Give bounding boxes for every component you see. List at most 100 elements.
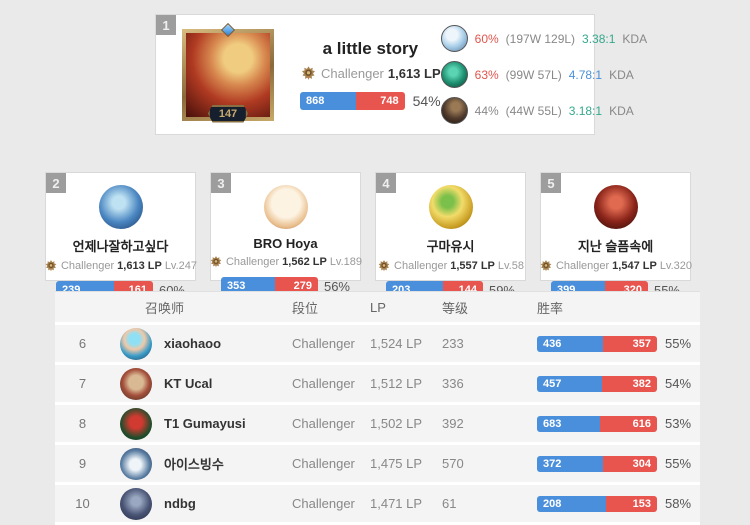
- rank-badge: 2: [46, 173, 66, 193]
- lp-value: 1,562 LP: [282, 256, 327, 268]
- level-label: Lv.58: [497, 260, 524, 272]
- champion-icon: [440, 97, 468, 124]
- champion-record: (99W 57L): [505, 67, 562, 82]
- row-level: 570: [442, 456, 464, 471]
- player-card[interactable]: 2 언제나잘하고싶다 Challenger 1,613 LP Lv.247 23…: [45, 172, 198, 299]
- champion-kda: 3.18:1: [568, 103, 603, 118]
- champion-stat-row[interactable]: 60% (197W 129L) 3.38:1 KDA: [440, 25, 648, 52]
- summoner-avatar: [120, 447, 152, 480]
- table-row[interactable]: 10 ndbg Challenger 1,471 LP 61 208 153 5…: [55, 485, 700, 522]
- lp-value: 1,547 LP: [612, 260, 657, 272]
- losses-segment: 304: [603, 455, 657, 472]
- player-name[interactable]: 구마유시: [426, 239, 475, 254]
- player-card[interactable]: 5 지난 슬픔속에 Challenger 1,547 LP Lv.320 399…: [539, 172, 692, 299]
- summoner-avatar: [593, 185, 638, 229]
- summoner-avatar: [428, 185, 473, 229]
- tier-line: Challenger 1,547 LP Lv.320: [539, 259, 692, 273]
- tier-label: Challenger: [555, 260, 610, 272]
- summoner-avatar: [263, 185, 308, 229]
- level-label: Lv.189: [329, 256, 363, 268]
- winrate-percent: 58%: [665, 496, 692, 511]
- table-row[interactable]: 7 KT Ucal Challenger 1,512 LP 336 457 38…: [55, 365, 700, 402]
- kda-label: KDA: [622, 31, 648, 46]
- summoner-avatar: [120, 407, 152, 440]
- row-lp: 1,524 LP: [370, 336, 423, 351]
- winrate-percent: 53%: [665, 416, 692, 431]
- row-tier: Challenger: [292, 376, 355, 391]
- header-level: 等级: [442, 300, 469, 316]
- champion-kda: 3.38:1: [582, 31, 616, 46]
- player-name[interactable]: 언제나잘하고싶다: [72, 239, 169, 254]
- avatar-art: [186, 32, 270, 117]
- row-level: 61: [442, 496, 457, 511]
- row-lp: 1,512 LP: [370, 376, 423, 391]
- winloss-bar: 436 357: [537, 335, 657, 352]
- player-name[interactable]: a little story: [322, 39, 419, 58]
- summoner-level-badge: 147: [207, 104, 249, 123]
- kda-label: KDA: [609, 67, 634, 82]
- header-summoner: 召唤师: [145, 300, 185, 316]
- player-name[interactable]: xiaohaoo: [164, 336, 222, 351]
- challenger-crest-icon: [209, 255, 223, 269]
- champion-icon: [440, 61, 468, 88]
- row-rank: 9: [78, 456, 87, 471]
- table-row[interactable]: 6 xiaohaoo Challenger 1,524 LP 233 436 3…: [55, 325, 700, 362]
- losses-segment: 616: [600, 415, 657, 432]
- wins-segment: 353: [221, 277, 276, 295]
- champion-winrate: 63%: [474, 67, 499, 82]
- champion-icon: [440, 25, 468, 52]
- winloss-bar: 683 616: [537, 415, 657, 432]
- rank-badge: 3: [211, 173, 231, 193]
- header-lp: LP: [370, 299, 386, 315]
- lp-value: 1,613 LP: [387, 66, 441, 81]
- row-level: 336: [442, 376, 464, 391]
- kda-label: KDA: [609, 103, 634, 118]
- summoner-avatar: [98, 185, 143, 229]
- row-lp: 1,471 LP: [370, 496, 423, 511]
- row-tier: Challenger: [292, 496, 355, 511]
- player-card[interactable]: 4 구마유시 Challenger 1,557 LP Lv.58 203 144…: [375, 172, 526, 299]
- champion-winrate: 44%: [474, 103, 499, 118]
- wins-segment: 208: [537, 495, 607, 512]
- player-card[interactable]: 3 BRO Hoya Challenger 1,562 LP Lv.189 35…: [209, 172, 363, 295]
- winloss-bar: 372 304: [537, 455, 657, 472]
- losses-segment: 357: [603, 335, 657, 352]
- champion-record: (197W 129L): [505, 31, 576, 46]
- challenger-crest-icon: [539, 259, 553, 273]
- losses-segment: 382: [602, 375, 657, 392]
- challenger-crest-icon: [300, 65, 317, 82]
- row-tier: Challenger: [292, 336, 355, 351]
- winrate-percent: 54%: [412, 93, 441, 109]
- table-row[interactable]: 8 T1 Gumayusi Challenger 1,502 LP 392 68…: [55, 405, 700, 442]
- lp-value: 1,613 LP: [117, 260, 162, 272]
- winrate-percent: 56%: [323, 278, 350, 294]
- top-player-card[interactable]: 1 147 a little story Challenger 1,613 LP…: [155, 14, 647, 135]
- row-rank: 8: [78, 416, 87, 431]
- row-tier: Challenger: [292, 456, 355, 471]
- losses-segment: 153: [606, 495, 657, 512]
- player-name[interactable]: ndbg: [164, 496, 196, 511]
- header-winrate: 胜率: [537, 300, 564, 316]
- row-level: 233: [442, 336, 464, 351]
- row-rank: 7: [78, 376, 87, 391]
- rank-badge: 1: [156, 15, 176, 35]
- table-row[interactable]: 9 아이스빙수 Challenger 1,475 LP 570 372 304 …: [55, 445, 700, 482]
- player-name[interactable]: BRO Hoya: [253, 236, 318, 251]
- player-name[interactable]: 지난 슬픔속에: [577, 239, 654, 254]
- tier-line: Challenger 1,613 LP Lv.247: [46, 259, 198, 273]
- winrate-percent: 55%: [665, 336, 692, 351]
- champion-stat-row[interactable]: 44% (44W 55L) 3.18:1 KDA: [440, 97, 647, 124]
- player-name[interactable]: 아이스빙수: [164, 457, 224, 472]
- player-name[interactable]: KT Ucal: [164, 376, 213, 391]
- champion-stat-row[interactable]: 63% (99W 57L) 4.78:1 KDA: [440, 61, 647, 88]
- summoner-avatar: [120, 367, 152, 400]
- level-label: Lv.247: [164, 260, 198, 272]
- header-tier: 段位: [292, 300, 319, 316]
- player-name[interactable]: T1 Gumayusi: [164, 416, 246, 431]
- row-level: 392: [442, 416, 464, 431]
- row-rank: 10: [75, 496, 90, 511]
- winrate-percent: 54%: [665, 376, 692, 391]
- row-rank: 6: [78, 336, 87, 351]
- winloss-bar: 208 153: [537, 495, 657, 512]
- tier-label: Challenger: [394, 260, 448, 272]
